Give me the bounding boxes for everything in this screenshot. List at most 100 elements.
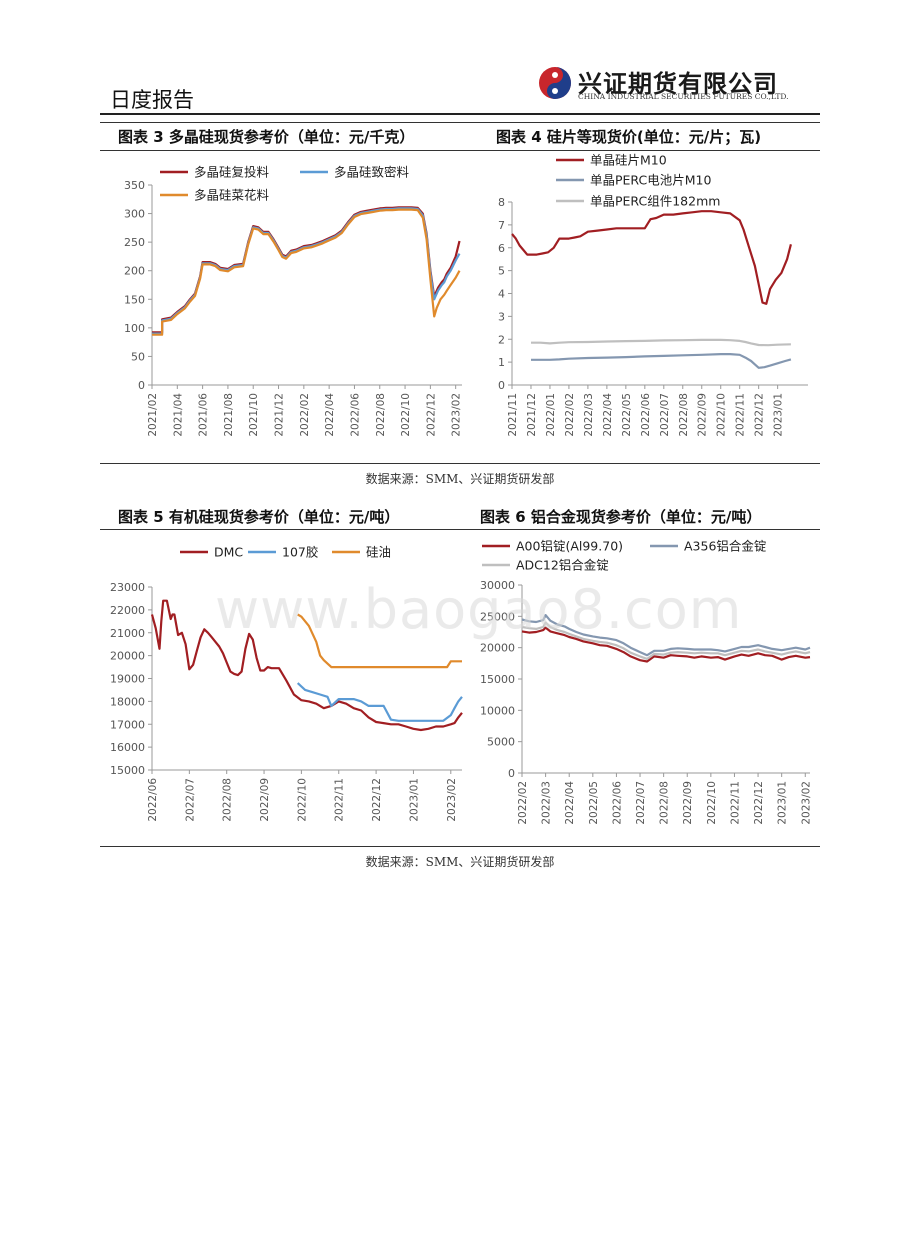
- x-tick-label: 2022/06: [349, 393, 361, 437]
- y-tick-label: 19000: [110, 673, 145, 686]
- y-tick-label: 18000: [110, 695, 145, 708]
- legend-label-2: 107胶: [282, 545, 318, 560]
- x-tick-label: 2022/09: [697, 393, 709, 437]
- company-logo-icon: [539, 67, 571, 99]
- x-tick-label: 2023/01: [773, 393, 785, 437]
- x-tick-label: 2023/02: [451, 393, 463, 437]
- legend-label-1: 多晶硅复投料: [194, 165, 270, 180]
- y-tick-label: 8: [498, 196, 505, 209]
- chart3-title: 图表 3 多晶硅现货参考价（单位：元/千克）: [118, 128, 415, 146]
- y-tick-label: 30000: [480, 579, 515, 592]
- legend-label-2: A356铝合金锭: [684, 539, 766, 554]
- series-line-1: [521, 626, 811, 663]
- y-tick-label: 200: [124, 265, 145, 278]
- y-tick-label: 23000: [110, 581, 145, 594]
- chart5-title: 图表 5 有机硅现货参考价（单位：元/吨）: [118, 508, 400, 526]
- x-tick-label: 2022/02: [564, 393, 576, 437]
- x-tick-label: 2021/06: [198, 393, 210, 437]
- row2-bottom-rule: [100, 846, 820, 847]
- x-tick-label: 2022/06: [640, 393, 652, 437]
- y-tick-label: 21000: [110, 627, 145, 640]
- legend-label-1: DMC: [214, 545, 243, 560]
- x-tick-label: 2022/06: [147, 778, 159, 822]
- chart4: 0 1 2 3 4 5 6 7 8 2021/11 2021/12 2022/01 2022/02 202…: [498, 153, 808, 437]
- x-tick-label: 2021/12: [274, 393, 286, 437]
- series-line-1: [511, 210, 792, 305]
- y-tick-label: 15000: [480, 673, 515, 686]
- x-tick-label: 2022/08: [222, 778, 234, 822]
- x-tick-label: 2023/01: [408, 778, 420, 822]
- y-tick-label: 16000: [110, 741, 145, 754]
- x-tick-label: 2022/10: [296, 778, 308, 822]
- x-tick-label: 2022/03: [541, 781, 553, 825]
- x-tick-label: 2022/08: [659, 781, 671, 825]
- x-tick-label: 2022/05: [588, 781, 600, 825]
- x-tick-label: 2022/10: [706, 781, 718, 825]
- y-tick-label: 22000: [110, 604, 145, 617]
- legend-label-2: 多晶硅致密料: [334, 165, 410, 180]
- legend-label-3: 单晶PERC组件182mm: [590, 194, 720, 209]
- x-tick-label: 2023/01: [777, 781, 789, 825]
- y-tick-label: 250: [124, 236, 145, 249]
- y-tick-label: 1: [498, 356, 505, 369]
- y-tick-label: 5000: [487, 736, 515, 749]
- x-tick-label: 2022/08: [678, 393, 690, 437]
- x-tick-label: 2022/11: [334, 778, 346, 822]
- series-line-2: [521, 613, 811, 657]
- legend-label-1: A00铝锭(Al99.70): [516, 539, 623, 554]
- series-line-3: [521, 621, 811, 660]
- series-line-1: [152, 206, 461, 334]
- x-tick-label: 2022/11: [729, 781, 741, 825]
- source-note-bottom: 数据来源：SMM、兴证期货研发部: [365, 855, 555, 869]
- header-rule: [100, 113, 820, 115]
- chart6: 0 5000 10000 15000 20000 25000 30000 2022/02 202…: [480, 539, 812, 825]
- x-tick-label: 2022/04: [602, 393, 614, 437]
- x-tick-label: 2021/10: [248, 393, 260, 437]
- x-tick-label: 2021/12: [526, 393, 538, 437]
- x-tick-label: 2022/12: [754, 393, 766, 437]
- series-line-1: [150, 599, 463, 732]
- y-tick-label: 25000: [480, 610, 515, 623]
- y-tick-label: 15000: [110, 764, 145, 777]
- x-tick-label: 2022/02: [517, 781, 529, 825]
- y-tick-label: 350: [124, 179, 145, 192]
- row2-title-rule: [100, 529, 820, 530]
- x-tick-label: 2022/10: [716, 393, 728, 437]
- y-tick-label: 300: [124, 208, 145, 221]
- series-line-2: [152, 207, 461, 335]
- row1-title-rule: [100, 150, 820, 151]
- x-tick-label: 2022/11: [735, 393, 747, 437]
- series-line-3: [297, 613, 462, 669]
- x-tick-label: 2022/08: [375, 393, 387, 437]
- series-line-3: [152, 208, 461, 336]
- x-tick-label: 2022/12: [753, 781, 765, 825]
- y-tick-label: 0: [498, 379, 505, 392]
- x-tick-label: 2022/06: [611, 781, 623, 825]
- x-tick-label: 2022/09: [259, 778, 271, 822]
- legend-label-1: 单晶硅片M10: [590, 153, 667, 168]
- row1-top-rule: [100, 122, 820, 123]
- y-tick-label: 20000: [110, 650, 145, 663]
- chart6-title: 图表 6 铝合金现货参考价（单位：元/吨）: [480, 508, 762, 526]
- x-tick-label: 2022/05: [621, 393, 633, 437]
- y-tick-label: 0: [508, 767, 515, 780]
- y-tick-label: 7: [498, 219, 505, 232]
- series-line-2: [296, 682, 463, 722]
- y-tick-label: 100: [124, 322, 145, 335]
- y-tick-label: 17000: [110, 718, 145, 731]
- x-tick-label: 2022/07: [659, 393, 671, 437]
- company-logo: 兴证期货有限公司 CHINA INDUSTRIAL SECURITIES FUT…: [538, 62, 800, 106]
- legend-label-3: ADC12铝合金锭: [516, 558, 609, 573]
- legend-label-3: 多晶硅菜花料: [194, 188, 270, 203]
- y-tick-label: 2: [498, 333, 505, 346]
- x-tick-label: 2022/02: [299, 393, 311, 437]
- y-tick-label: 150: [124, 293, 145, 306]
- y-tick-label: 5: [498, 265, 505, 278]
- x-tick-label: 2022/10: [400, 393, 412, 437]
- report-title: 日度报告: [110, 88, 194, 112]
- series-line-3: [531, 338, 791, 347]
- chart5: 15000 16000 17000 18000 19000 20000 21000 22000…: [110, 545, 463, 822]
- chart4-title: 图表 4 硅片等现货价(单位：元/片；瓦): [496, 128, 762, 146]
- legend-label-2: 单晶PERC电池片M10: [590, 173, 711, 188]
- x-tick-label: 2022/12: [371, 778, 383, 822]
